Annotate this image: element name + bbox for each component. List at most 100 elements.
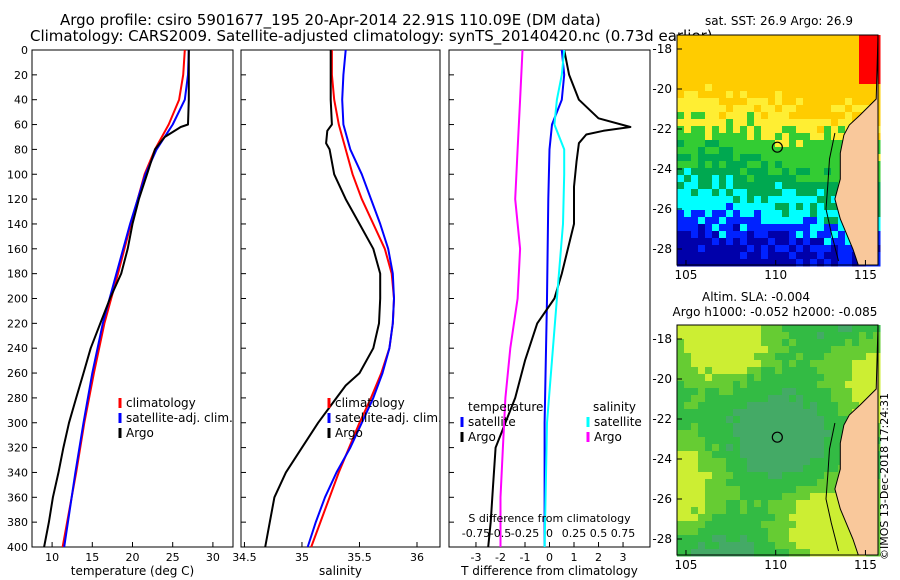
map-cell: [747, 168, 755, 176]
y-tick-label: 0: [21, 44, 28, 57]
map-cell: [726, 549, 734, 557]
map-cell: [719, 451, 727, 459]
map-cell: [747, 259, 755, 267]
map-cell: [803, 217, 811, 225]
map-cell: [698, 535, 706, 543]
y-tick-label: 240: [7, 342, 28, 355]
map-cell: [789, 500, 797, 508]
map-cell: [705, 252, 713, 260]
map-cell: [705, 231, 713, 239]
map-cell: [691, 542, 699, 550]
map-cell: [824, 458, 832, 466]
map-cell: [705, 409, 713, 417]
map-cell: [768, 451, 776, 459]
map-cell: [873, 49, 881, 57]
map-cell: [803, 70, 811, 78]
map-cell: [803, 84, 811, 92]
map-cell: [684, 35, 692, 43]
map-y-tick-label: -26: [652, 492, 672, 506]
x-tick-label: 1: [571, 551, 578, 564]
y-tick-label: 340: [7, 466, 28, 479]
map-cell: [775, 465, 783, 473]
map-cell: [782, 140, 790, 148]
map-cell: [810, 49, 818, 57]
map-cell: [712, 444, 720, 452]
map-cell: [803, 360, 811, 368]
map-cell: [852, 63, 860, 71]
map-cell: [782, 465, 790, 473]
map-cell: [782, 154, 790, 162]
map-cell: [754, 217, 762, 225]
map-cell: [677, 507, 685, 515]
map-cell: [810, 98, 818, 106]
map-cell: [782, 182, 790, 190]
map-cell: [782, 409, 790, 417]
map-cell: [761, 49, 769, 57]
map-cell: [705, 353, 713, 361]
map-cell: [740, 521, 748, 529]
x-tick-label: 35.5: [347, 551, 372, 564]
map-cell: [733, 381, 741, 389]
map-cell: [824, 360, 832, 368]
map-cell: [782, 430, 790, 438]
map-cell: [677, 196, 685, 204]
map-cell: [768, 542, 776, 550]
map-cell: [691, 367, 699, 375]
map-cell: [705, 154, 713, 162]
map-cell: [803, 542, 811, 550]
map-cell: [796, 444, 804, 452]
map-cell: [845, 388, 853, 396]
shelf-contour: [825, 422, 839, 552]
map-cell: [684, 416, 692, 424]
map-cell: [796, 388, 804, 396]
map-cell: [733, 395, 741, 403]
map-cell: [824, 189, 832, 197]
map-cell: [747, 210, 755, 218]
map-cell: [859, 63, 867, 71]
map-cell: [726, 140, 734, 148]
map-cell: [691, 231, 699, 239]
y-tick-label: 100: [7, 168, 28, 181]
map-cell: [831, 42, 839, 50]
map-cell: [712, 458, 720, 466]
map-cell: [719, 182, 727, 190]
map-cell: [726, 126, 734, 134]
map-cell: [754, 189, 762, 197]
map-cell: [754, 112, 762, 120]
map-cell: [803, 203, 811, 211]
map-cell: [810, 535, 818, 543]
map-cell: [684, 332, 692, 340]
map-cell: [831, 346, 839, 354]
map-cell: [831, 147, 839, 155]
y-tick-label: 380: [7, 516, 28, 529]
map-cell: [817, 105, 825, 113]
map-cell: [677, 56, 685, 64]
map-cell: [803, 332, 811, 340]
map-cell: [824, 56, 832, 64]
map-cell: [775, 451, 783, 459]
map-cell: [684, 245, 692, 253]
map-cell: [859, 360, 867, 368]
map-cell: [824, 381, 832, 389]
map-cell: [796, 493, 804, 501]
map-cell: [831, 56, 839, 64]
map-cell: [726, 514, 734, 522]
map-cell: [726, 465, 734, 473]
map-cell: [859, 388, 867, 396]
map-cell: [873, 332, 881, 340]
map-cell: [803, 388, 811, 396]
map-cell: [684, 486, 692, 494]
map-cell: [705, 486, 713, 494]
map-cell: [677, 126, 685, 134]
map-cell: [719, 210, 727, 218]
map-cell: [789, 231, 797, 239]
map-cell: [705, 70, 713, 78]
map-cell: [824, 238, 832, 246]
map-cell: [768, 507, 776, 515]
map-cell: [684, 521, 692, 529]
map-cell: [698, 402, 706, 410]
map-cell: [726, 196, 734, 204]
map-cell: [789, 189, 797, 197]
map-cell: [817, 388, 825, 396]
map-cell: [775, 49, 783, 57]
